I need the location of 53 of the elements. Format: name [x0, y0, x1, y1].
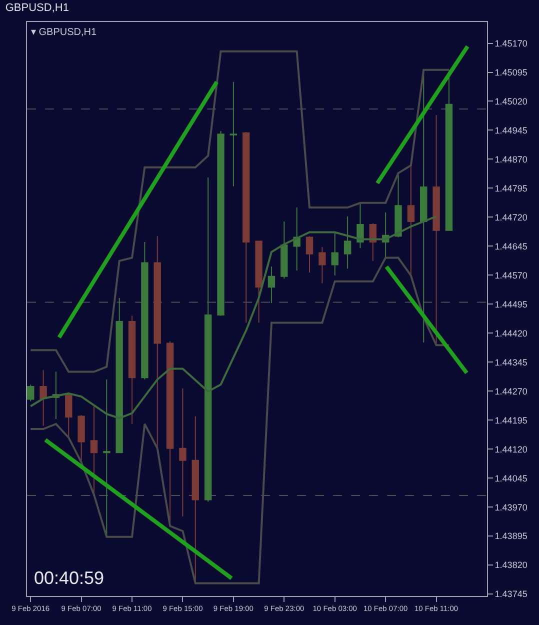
y-tick-label: 1.43820 [494, 560, 528, 570]
candlestick [407, 164, 415, 276]
y-tick-label: 1.44345 [494, 357, 528, 368]
y-tick-label: 1.44420 [494, 328, 528, 338]
candlestick [306, 236, 314, 273]
y-tick-label: 1.43970 [494, 502, 528, 512]
candlestick [394, 172, 402, 238]
y-tick-label: 1.44045 [494, 473, 528, 484]
y-tick-label: 1.44870 [494, 154, 528, 164]
y-tick-label: 1.45020 [494, 96, 528, 106]
candlestick [27, 384, 34, 402]
y-tick-label: 1.44795 [494, 183, 528, 194]
y-tick-label: 1.43745 [494, 589, 528, 600]
annotation: 00:40:59 [34, 568, 104, 588]
y-tick-label: 1.44720 [494, 212, 528, 222]
line-series [30, 215, 438, 420]
candlestick [255, 240, 262, 324]
candlestick [280, 220, 288, 280]
candlestick [154, 236, 161, 449]
candlestick [116, 297, 123, 454]
candlestick [204, 176, 212, 502]
candlestick [318, 246, 326, 284]
y-tick-label: 1.44120 [494, 444, 528, 454]
y-tick-label: 1.44570 [494, 270, 528, 280]
candlestick [217, 130, 224, 316]
candlestick [40, 369, 47, 426]
chart-title: GBPUSD,H1 [5, 2, 69, 14]
candlestick [445, 69, 453, 231]
y-tick-label: 1.45095 [494, 67, 528, 78]
y-tick-label: 1.44645 [494, 241, 528, 252]
annotation: ▾ GBPUSD,H1 [31, 27, 98, 38]
candlestick [179, 388, 186, 517]
y-tick-label: 1.44270 [494, 386, 528, 396]
y-tick-label: 1.44195 [494, 415, 528, 426]
candlestick [78, 414, 85, 463]
y-tick-label: 1.44495 [494, 299, 528, 310]
candlestick [344, 216, 352, 270]
y-tick-label: 1.45170 [494, 38, 528, 48]
candlestick [65, 392, 72, 438]
candlestick [242, 132, 250, 324]
candlestick [128, 315, 136, 424]
y-tick-label: 1.43895 [494, 531, 528, 542]
candlestick [369, 222, 376, 262]
y-tick-label: 1.44945 [494, 125, 528, 136]
candlestick [293, 207, 300, 272]
candlestick [432, 114, 440, 346]
line-series [30, 256, 450, 584]
candlestick [268, 266, 276, 304]
candlestick [356, 202, 364, 249]
candlestick [141, 241, 148, 380]
line-series [30, 50, 450, 373]
candlestick [230, 81, 238, 187]
candlestick [331, 232, 338, 276]
